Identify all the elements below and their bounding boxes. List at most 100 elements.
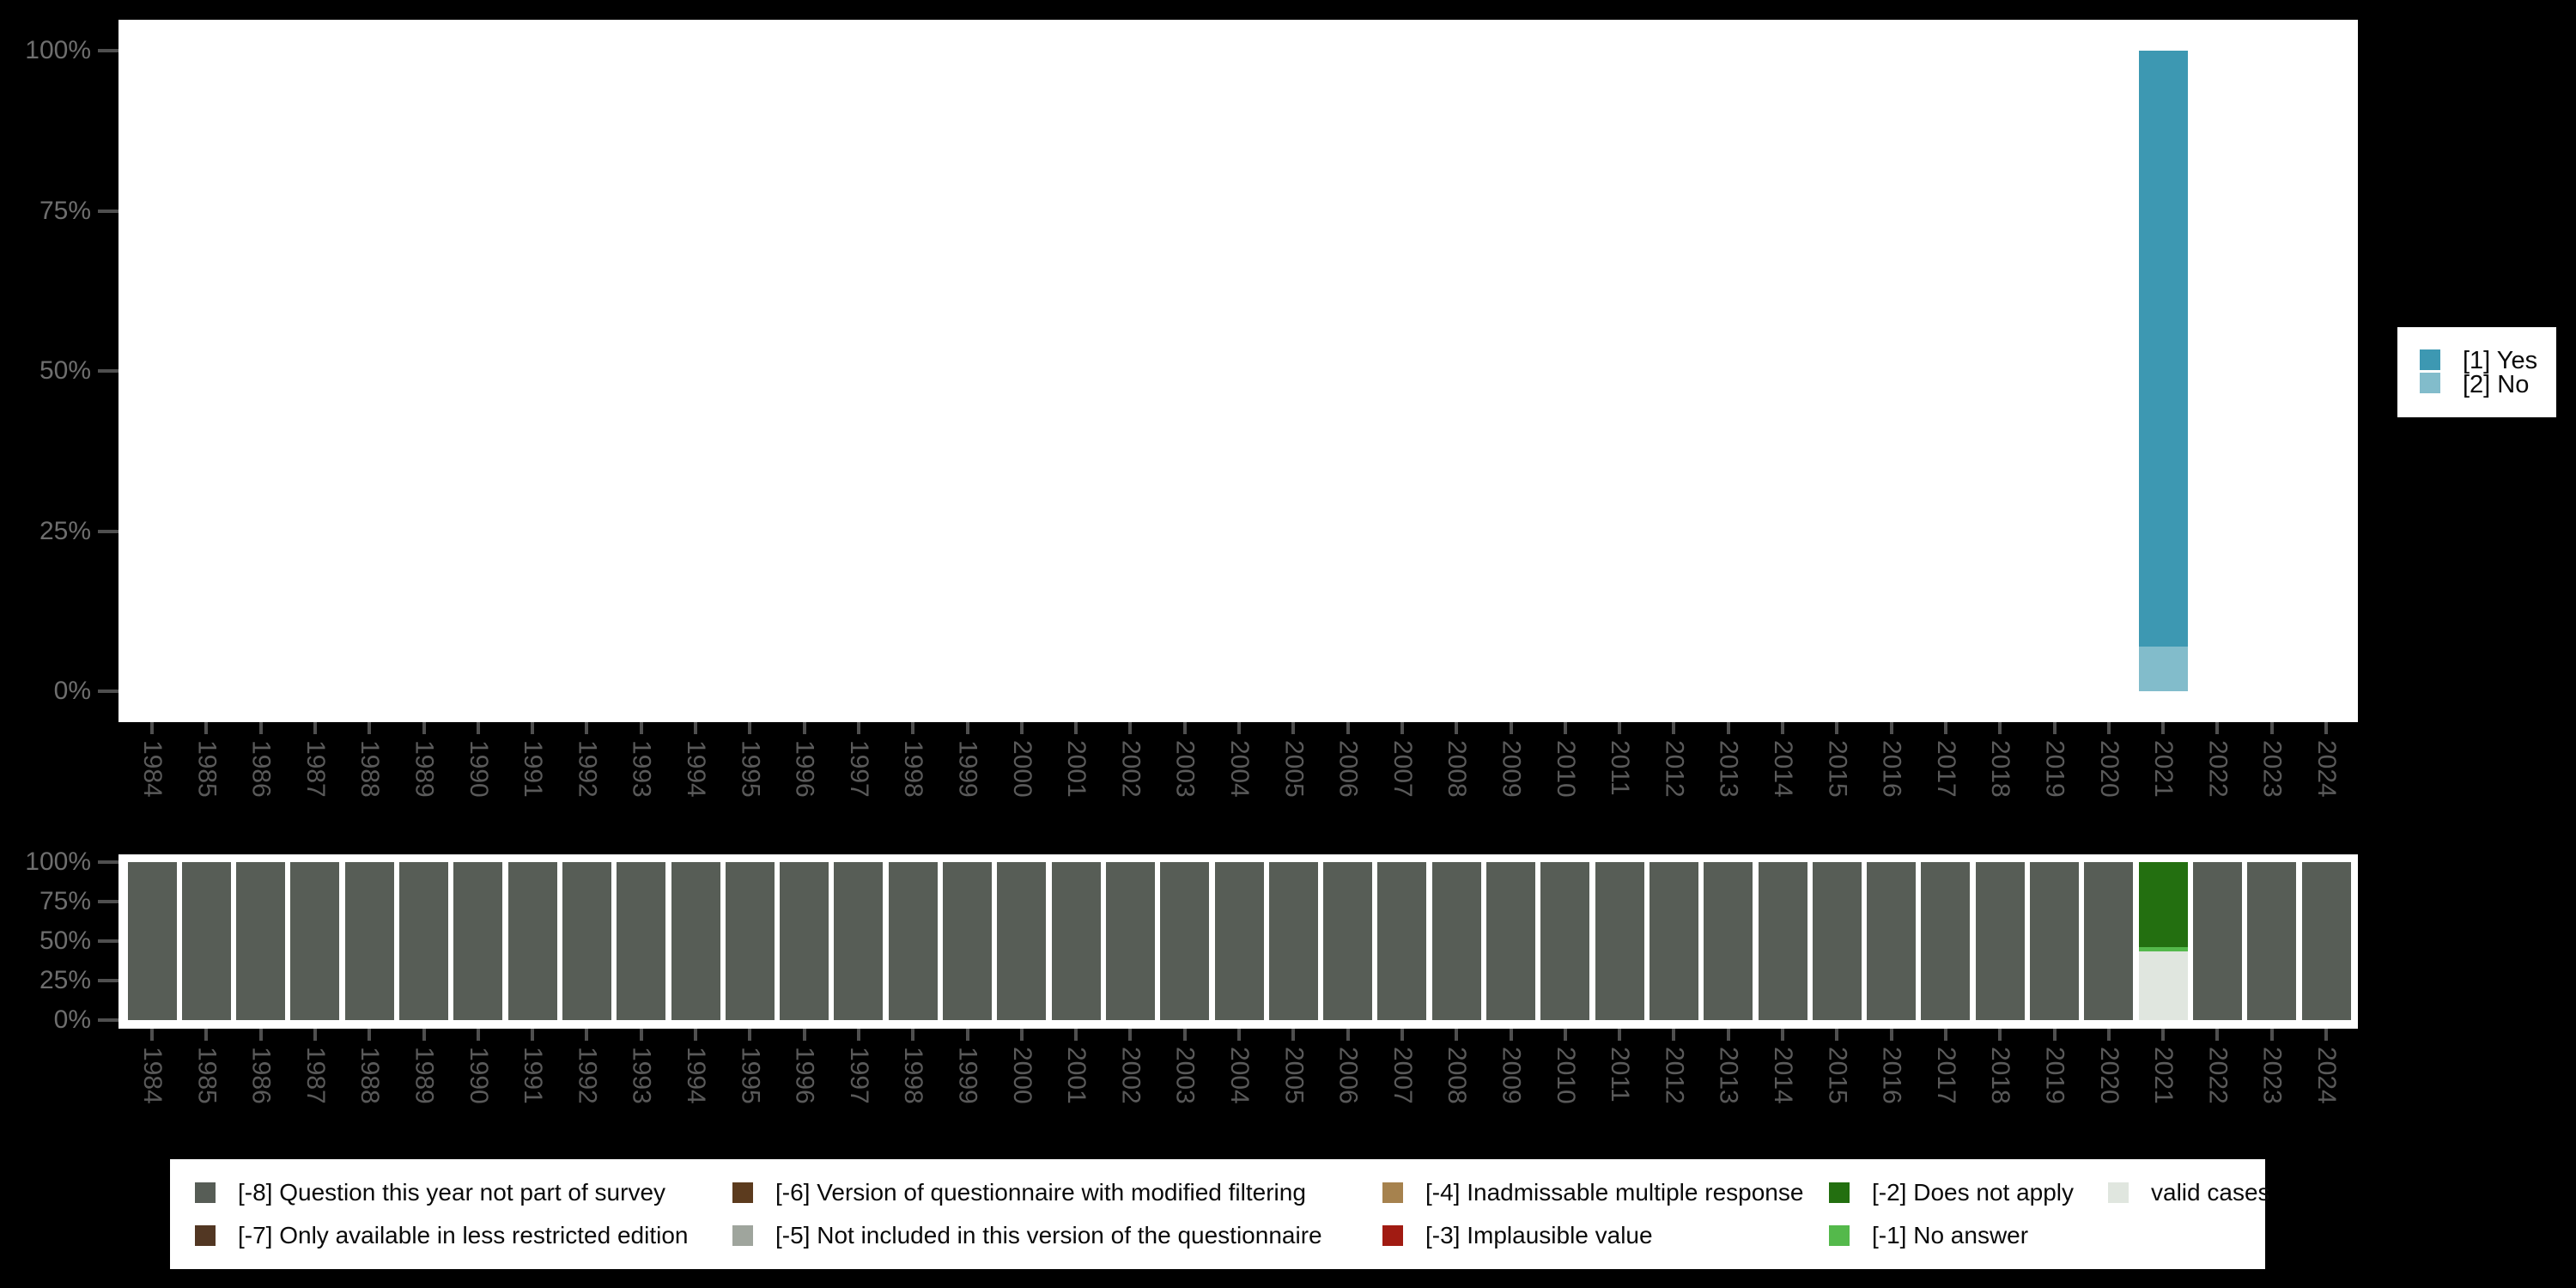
x-tick-label-1999: 1999 — [953, 1047, 982, 1104]
bar-segment-2004 — [1215, 862, 1264, 1020]
y-tick-label: 50% — [39, 927, 91, 955]
bar-segment-1992 — [562, 862, 611, 1020]
bar-segment-2023 — [2247, 862, 2296, 1020]
bar-segment-2021 — [2139, 947, 2188, 951]
x-tick — [1019, 722, 1024, 734]
y-tick-label: 100% — [25, 36, 91, 64]
x-tick-label-2010: 2010 — [1551, 1047, 1580, 1104]
x-tick-label-2023: 2023 — [2257, 1047, 2287, 1104]
x-tick — [2052, 1029, 2057, 1041]
x-tick — [1781, 722, 1784, 734]
x-tick — [2215, 1029, 2220, 1041]
x-tick — [1346, 1029, 1350, 1041]
bar-segment-1990 — [453, 862, 502, 1020]
x-tick-label-2005: 2005 — [1279, 1047, 1309, 1104]
x-tick — [1074, 1029, 1078, 1041]
x-tick-label-2016: 2016 — [1877, 740, 1906, 798]
x-tick — [748, 722, 752, 734]
x-tick — [2161, 722, 2166, 734]
bar-segment-1996 — [780, 862, 829, 1020]
x-tick-label-2005: 2005 — [1279, 740, 1309, 798]
x-tick-label-1994: 1994 — [682, 1047, 710, 1104]
x-tick — [368, 1029, 372, 1041]
bar-segment-2006 — [1323, 862, 1372, 1020]
bar-segment-2021 — [2139, 647, 2188, 691]
x-tick — [1943, 1029, 1947, 1041]
x-tick — [1400, 1029, 1404, 1041]
x-tick-label-1989: 1989 — [410, 1047, 439, 1104]
x-tick-label-2004: 2004 — [1225, 1047, 1254, 1104]
x-tick — [2269, 722, 2274, 734]
x-tick-label-1991: 1991 — [519, 740, 548, 798]
x-tick — [258, 722, 263, 734]
x-tick — [1455, 722, 1459, 734]
bar-segment-1997 — [834, 862, 883, 1020]
x-tick-label-2001: 2001 — [1062, 740, 1091, 798]
bar-segment-2012 — [1649, 862, 1698, 1020]
x-tick-label-2013: 2013 — [1714, 740, 1743, 798]
bar-segment-2020 — [2084, 862, 2133, 1020]
x-tick-label-1989: 1989 — [410, 740, 439, 798]
legend-label: [-7] Only available in less restricted e… — [238, 1222, 689, 1249]
bar-segment-1991 — [508, 862, 557, 1020]
x-tick-label-1990: 1990 — [464, 740, 493, 798]
x-tick-label-1992: 1992 — [573, 1047, 602, 1104]
bar-segment-2000 — [997, 862, 1046, 1020]
bar-segment-2001 — [1052, 862, 1101, 1020]
x-tick — [422, 722, 426, 734]
x-tick — [476, 1029, 480, 1041]
bar-segment-2024 — [2302, 862, 2351, 1020]
x-tick — [1618, 1029, 1622, 1041]
x-tick — [1726, 1029, 1730, 1041]
y-tick-label: 25% — [39, 966, 91, 994]
x-tick — [2269, 1029, 2274, 1041]
bar-segment-1993 — [617, 862, 665, 1020]
legend-swatch-1 — [2420, 349, 2440, 370]
x-tick — [1563, 722, 1567, 734]
x-tick — [1998, 722, 2002, 734]
x-tick-label-2000: 2000 — [1007, 740, 1036, 798]
x-tick — [1672, 1029, 1676, 1041]
y-tick-label: 100% — [25, 848, 91, 876]
x-tick-label-1987: 1987 — [301, 740, 330, 798]
x-tick-label-2024: 2024 — [2312, 740, 2341, 798]
bar-segment-1995 — [726, 862, 775, 1020]
x-tick-label-2017: 2017 — [1931, 1047, 1960, 1104]
x-tick-label-2020: 2020 — [2094, 1047, 2123, 1104]
x-tick — [258, 1029, 263, 1041]
x-tick-label-2021: 2021 — [2149, 740, 2178, 798]
x-tick-label-2012: 2012 — [1660, 1047, 1689, 1104]
x-tick-label-1996: 1996 — [790, 740, 819, 798]
x-tick-label-2003: 2003 — [1170, 1047, 1200, 1104]
bar-segment-2021 — [2139, 862, 2188, 947]
y-tick — [98, 860, 118, 864]
x-tick — [1182, 722, 1187, 734]
legend-swatch--8 — [195, 1182, 216, 1203]
x-tick — [2161, 1029, 2166, 1041]
x-tick-label-1986: 1986 — [246, 740, 276, 798]
bar-segment-2021 — [2139, 951, 2188, 1020]
x-tick — [1889, 1029, 1893, 1041]
x-tick-label-2014: 2014 — [1769, 1047, 1797, 1104]
y-tick — [98, 690, 118, 693]
bar-segment-1984 — [128, 862, 177, 1020]
legend-label: [-3] Implausible value — [1425, 1222, 1653, 1249]
x-tick — [1998, 1029, 2002, 1041]
x-tick-label-1984: 1984 — [138, 740, 167, 798]
missing-values-legend: [-8] Question this year not part of surv… — [170, 1159, 2270, 1269]
bar-segment-2017 — [1921, 862, 1970, 1020]
bar-segment-1986 — [236, 862, 285, 1020]
x-tick — [1346, 722, 1350, 734]
x-tick-label-1990: 1990 — [464, 1047, 493, 1104]
x-tick — [1889, 722, 1893, 734]
x-tick-label-1991: 1991 — [519, 1047, 548, 1104]
x-tick — [585, 1029, 589, 1041]
x-tick-label-2008: 2008 — [1443, 740, 1472, 798]
x-tick-label-2015: 2015 — [1823, 740, 1852, 798]
x-tick — [965, 1029, 969, 1041]
legend-swatch--5 — [732, 1225, 753, 1246]
bar-segment-1989 — [399, 862, 448, 1020]
bar-segment-2011 — [1595, 862, 1644, 1020]
x-tick-label-1993: 1993 — [627, 1047, 656, 1104]
x-tick-label-1986: 1986 — [246, 1047, 276, 1104]
